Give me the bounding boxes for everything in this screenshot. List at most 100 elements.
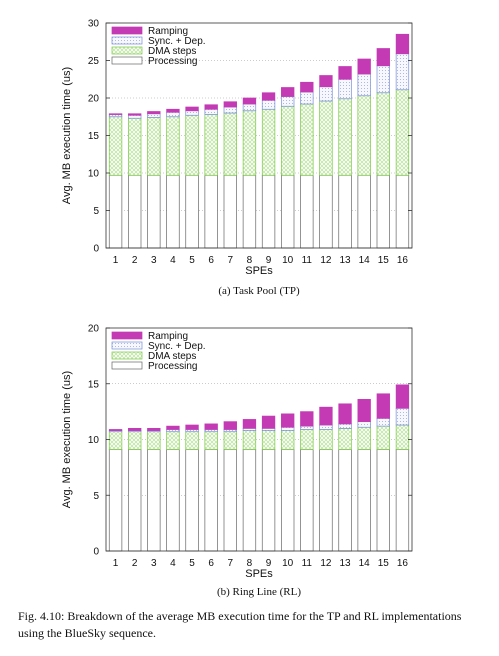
bar-processing-spe-15 xyxy=(376,449,390,552)
legend-swatch-sync xyxy=(111,341,143,350)
x-tick-label: 11 xyxy=(302,558,313,569)
bar-dma-spe-11 xyxy=(300,103,314,176)
bar-dma-spe-16 xyxy=(395,89,410,176)
bar-ramping-spe-4 xyxy=(166,425,180,430)
x-tick-label: 2 xyxy=(132,255,138,266)
y-tick-label: 25 xyxy=(88,56,100,67)
bar-sync-spe-13 xyxy=(338,423,352,429)
bar-sync-spe-10 xyxy=(281,426,295,431)
bar-processing-spe-8 xyxy=(242,174,257,249)
bar-sync-spe-9 xyxy=(261,99,276,110)
bar-dma-spe-3 xyxy=(147,431,161,450)
x-tick-label: 15 xyxy=(378,255,390,266)
bar-dma-spe-11 xyxy=(300,429,314,450)
figure-caption: Fig. 4.10: Breakdown of the average MB e… xyxy=(18,609,462,640)
bar-processing-spe-2 xyxy=(128,174,142,249)
bar-ramping-spe-2 xyxy=(128,427,142,431)
y-axis-title: Avg. MB execution time (us) xyxy=(61,67,73,204)
bar-ramping-spe-10 xyxy=(281,87,295,97)
bar-sync-spe-13 xyxy=(338,78,352,100)
x-tick-label: 12 xyxy=(320,255,332,266)
bar-ramping-spe-11 xyxy=(300,411,314,427)
bar-dma-spe-8 xyxy=(242,430,257,450)
bar-processing-spe-12 xyxy=(319,449,333,552)
bar-ramping-spe-2 xyxy=(128,113,142,116)
bar-dma-spe-12 xyxy=(319,100,333,176)
bar-processing-spe-4 xyxy=(166,174,180,249)
x-tick-label: 16 xyxy=(397,558,409,569)
bar-ramping-spe-16 xyxy=(395,384,410,409)
bar-processing-spe-4 xyxy=(166,449,180,552)
bar-ramping-spe-12 xyxy=(319,75,333,88)
bar-ramping-spe-9 xyxy=(261,92,276,101)
bar-sync-spe-10 xyxy=(281,96,295,107)
bar-ramping-spe-10 xyxy=(281,413,295,428)
bar-ramping-spe-6 xyxy=(204,423,218,430)
bar-dma-spe-15 xyxy=(376,425,390,450)
bar-sync-spe-15 xyxy=(376,417,390,427)
bar-dma-spe-12 xyxy=(319,429,333,450)
bar-dma-spe-4 xyxy=(166,431,180,450)
bar-ramping-spe-3 xyxy=(147,427,161,431)
bar-processing-spe-11 xyxy=(300,449,314,552)
bar-dma-spe-5 xyxy=(185,431,199,450)
bar-ramping-spe-5 xyxy=(185,106,199,112)
x-tick-label: 8 xyxy=(247,255,253,266)
bar-sync-spe-8 xyxy=(242,103,257,112)
bar-sync-spe-5 xyxy=(185,110,199,116)
bar-dma-spe-14 xyxy=(357,426,371,450)
legend-label-processing: Processing xyxy=(148,56,197,67)
y-tick-label: 15 xyxy=(88,131,100,142)
bar-dma-spe-9 xyxy=(261,108,276,176)
legend-label-dma: DMA steps xyxy=(148,351,196,362)
bar-ramping-spe-13 xyxy=(338,403,352,425)
bar-dma-spe-13 xyxy=(338,98,352,176)
x-tick-label: 2 xyxy=(132,558,138,569)
y-tick-label: 0 xyxy=(93,547,99,558)
x-tick-label: 8 xyxy=(247,558,253,569)
bar-processing-spe-3 xyxy=(147,174,161,249)
x-tick-label: 4 xyxy=(170,558,176,569)
bar-dma-spe-5 xyxy=(185,114,199,176)
x-tick-label: 10 xyxy=(282,558,294,569)
bar-processing-spe-16 xyxy=(395,449,410,552)
legend-swatch-dma xyxy=(111,351,143,360)
bar-processing-spe-9 xyxy=(261,174,276,249)
bar-ramping-spe-12 xyxy=(319,406,333,426)
bar-processing-spe-8 xyxy=(242,449,257,552)
x-tick-label: 15 xyxy=(378,558,390,569)
subfigure-caption: (a) Task Pool (TP) xyxy=(218,285,300,297)
bar-dma-spe-4 xyxy=(166,116,180,176)
bar-sync-spe-3 xyxy=(147,113,161,118)
bar-ramping-spe-16 xyxy=(395,33,410,55)
y-tick-label: 30 xyxy=(88,19,100,30)
legend-swatch-processing xyxy=(111,56,143,65)
x-tick-label: 14 xyxy=(359,255,371,266)
bar-processing-spe-13 xyxy=(338,449,352,552)
bar-processing-spe-6 xyxy=(204,449,218,552)
bar-dma-spe-6 xyxy=(204,431,218,450)
bar-processing-spe-14 xyxy=(357,174,371,249)
x-tick-label: 5 xyxy=(189,558,195,569)
bar-dma-spe-7 xyxy=(223,112,237,176)
bar-processing-spe-5 xyxy=(185,449,199,552)
bar-processing-spe-14 xyxy=(357,449,371,552)
bar-dma-spe-6 xyxy=(204,114,218,176)
subfigure-caption: (b) Ring Line (RL) xyxy=(217,586,301,598)
legend-swatch-ramping xyxy=(111,26,143,35)
bar-processing-spe-13 xyxy=(338,174,352,249)
bar-dma-spe-13 xyxy=(338,427,352,450)
bar-sync-spe-16 xyxy=(395,407,410,426)
legend-label-sync: Sync. + Dep. xyxy=(148,36,206,47)
bar-ramping-spe-9 xyxy=(261,415,276,429)
x-tick-label: 4 xyxy=(170,255,176,266)
bar-ramping-spe-14 xyxy=(357,58,371,75)
legend-swatch-sync xyxy=(111,36,143,45)
bar-processing-spe-5 xyxy=(185,174,199,249)
legend-swatch-dma xyxy=(111,46,143,55)
bar-ramping-spe-13 xyxy=(338,66,352,80)
bar-dma-spe-3 xyxy=(147,117,161,176)
legend-swatch-ramping xyxy=(111,331,143,340)
x-axis-title: SPEs xyxy=(245,265,273,277)
y-tick-label: 10 xyxy=(88,169,100,180)
